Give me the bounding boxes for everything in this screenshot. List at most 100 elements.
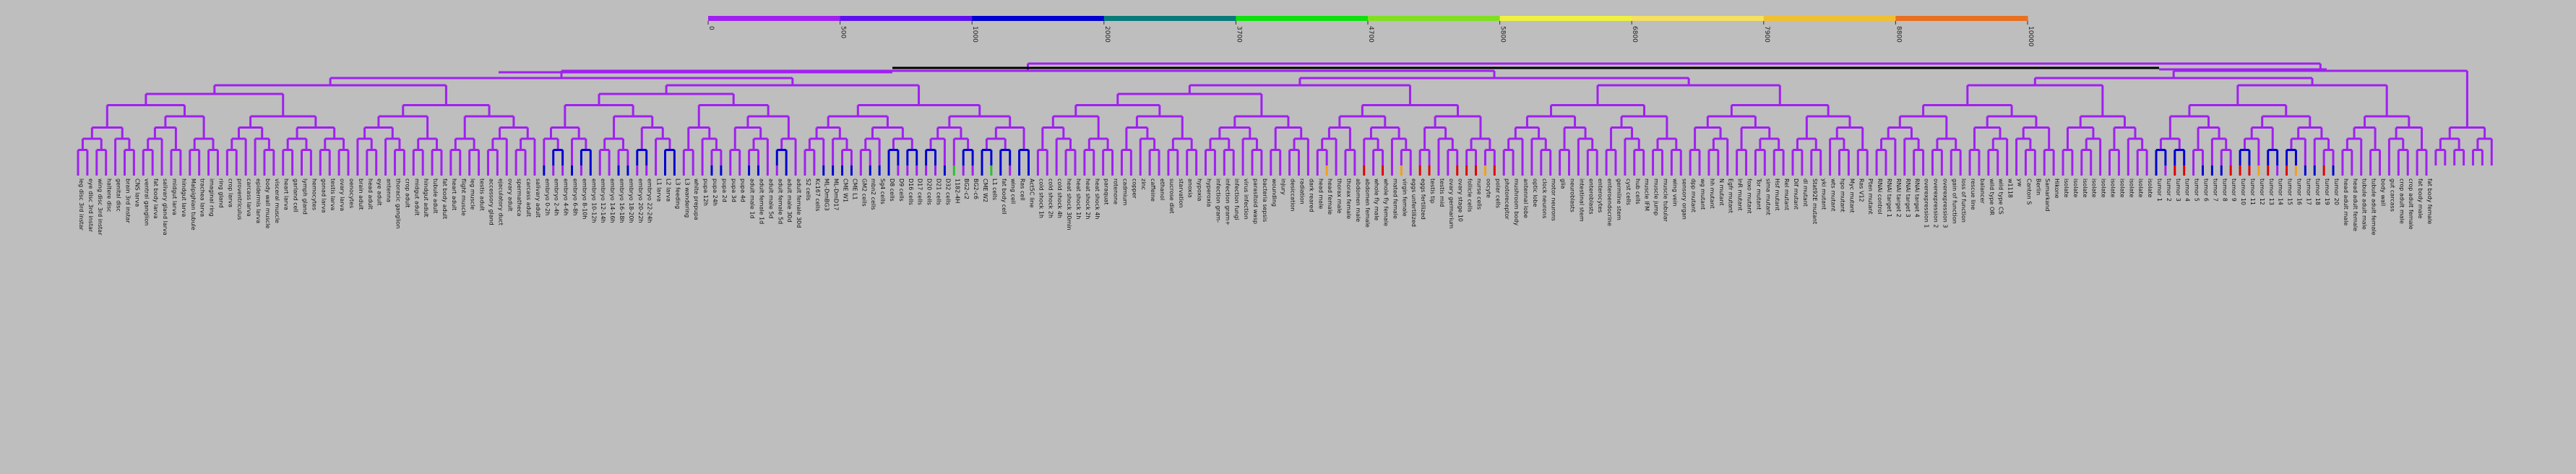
leaf-label-183: Rel mutant (1783, 178, 1790, 210)
legend-tick-label-8: 7900 (1763, 26, 1770, 43)
leaf-label-87: D8 cells (889, 178, 895, 202)
leaf-label-93: D32 cells (944, 178, 951, 205)
leaf-label-64: L3 feeding (674, 178, 681, 209)
leaf-label-223: tumor 1 (2156, 178, 2163, 202)
leaf-label-112: cadmium (1121, 178, 1128, 205)
leaf-labels: leg disc 3rd instar eye disc 3rd instar wi… (78, 178, 2433, 236)
color-scale-legend: 0 500 1000 2000 3700 4700 5800 6800 7900 8800 1000… (707, 16, 2034, 47)
legend-swatch-9 (1895, 16, 2028, 21)
leaf-label-186: Stat92E mutant (1812, 178, 1818, 224)
leaf-label-187: yki mutant (1821, 178, 1827, 210)
leaf-label-154: mushroom body (1513, 178, 1520, 225)
leaf-label-237: tumor 15 (2287, 178, 2293, 205)
leaf-label-130: desiccation (1290, 178, 1296, 211)
leaf-label-1: eye disc 3rd instar (87, 178, 94, 233)
leaf-label-88: D9 cells (898, 178, 905, 202)
leaf-label-63: L2 larva (665, 178, 672, 202)
leaf-label-235: tumor 13 (2268, 178, 2275, 205)
legend-tick-label-7: 6800 (1631, 26, 1638, 43)
legend-swatch-0 (708, 16, 841, 21)
leaf-label-102: Act5C line (1028, 178, 1035, 208)
leaf-label-117: sucrose diet (1168, 178, 1175, 214)
leaf-label-233: tumor 11 (2249, 178, 2256, 205)
leaf-label-61: embryo 22-24h (647, 178, 653, 223)
leaf-label-236: tumor 14 (2278, 178, 2284, 205)
leaf-label-148: ovary stage 10 (1457, 178, 1464, 222)
leaf-label-220: isolate (2128, 178, 2135, 198)
leaf-label-27: testis larva (329, 178, 336, 210)
leaf-label-248: gut carcass (2389, 178, 2395, 212)
leaf-label-100: wing cell (1010, 178, 1017, 204)
leaf-label-105: cold shock 4h (1056, 178, 1063, 218)
leaf-label-32: eye adult (376, 178, 383, 206)
leaf-label-156: optic lobe (1532, 178, 1538, 207)
leaf-label-101: Ras cell (1020, 178, 1026, 201)
leaf-label-232: tumor 10 (2240, 178, 2247, 205)
leaf-label-124: infection fungi (1233, 178, 1240, 220)
leaf-label-219: isolate (2119, 178, 2125, 198)
leaf-label-191: Ras V12 (1858, 178, 1864, 202)
leaf-label-178: InR mutant (1737, 178, 1744, 211)
leaf-label-231: tumor 9 (2231, 178, 2237, 202)
leaf-label-108: heat shock 2h (1085, 178, 1091, 219)
leaf-label-190: Myc mutant (1848, 178, 1855, 213)
leaf-label-13: trachea larva (199, 178, 206, 217)
leaf-label-170: muscle tubular (1662, 178, 1668, 223)
leaf-label-18: carcass larva (246, 178, 252, 217)
leaf-label-131: radiation (1298, 178, 1305, 204)
leaf-label-2: wing disc 3rd instar (97, 178, 103, 236)
leaf-label-59: embryo 18-20h (628, 178, 634, 223)
leaf-label-176: N mutant (1718, 178, 1725, 206)
leaf-label-158: motor neurons (1551, 178, 1557, 221)
leaf-label-196: RNAi target 3 (1905, 178, 1911, 217)
leaf-label-224: tumor 2 (2166, 178, 2172, 202)
legend-swatch-4 (1236, 16, 1369, 21)
leaf-label-133: head male (1317, 178, 1324, 209)
leaf-label-0: leg disc 3rd instar (78, 178, 85, 231)
leaf-label-179: foxo mutant (1746, 178, 1753, 214)
leaf-label-19: epidermis larva (255, 178, 262, 223)
leaf-label-76: adult male 30d (786, 178, 793, 223)
leaf-label-208: yw (2017, 178, 2023, 187)
leaf-label-194: RNAi target 1 (1886, 178, 1892, 217)
leaf-label-79: Kc167 cells (814, 178, 821, 211)
leaf-label-43: testis adult (479, 178, 486, 211)
leaf-label-31: head adult (367, 178, 374, 210)
legend-tick-label-2: 1000 (971, 26, 978, 43)
leaf-label-35: crop adult (404, 178, 410, 207)
leaf-label-48: carcass adult (525, 178, 532, 217)
leaf-label-30: brain adult (358, 178, 364, 210)
leaf-label-119: anoxia (1187, 178, 1194, 198)
leaf-label-9: salivary gland larva (162, 178, 168, 236)
leaf-label-175: hh mutant (1709, 178, 1715, 209)
leaf-label-73: adult female 1d (758, 178, 764, 224)
leaf-label-118: starvation (1178, 178, 1184, 207)
leaf-label-143: eggs unfertilized (1410, 178, 1417, 227)
leaf-label-55: embryo 10-12h (590, 178, 597, 223)
leaf-label-214: isolate (2072, 178, 2079, 198)
leaf-label-247: body wall (2380, 178, 2387, 206)
leaf-label-115: caffeine (1150, 178, 1156, 202)
leaf-label-206: wild type CS (1998, 178, 2004, 215)
leaf-label-23: garland cell (293, 178, 299, 212)
leaf-label-120: hypoxia (1197, 178, 1203, 201)
leaf-label-141: mated female (1392, 178, 1398, 219)
leaf-label-84: GM2 cells (861, 178, 867, 207)
leaf-label-41: flight muscle (460, 178, 467, 216)
legend-swatch-6 (1499, 16, 1632, 21)
legend-swatch-2 (972, 16, 1105, 21)
leaf-label-128: wounding (1271, 178, 1278, 207)
leaf-label-51: embryo 2-4h (553, 178, 560, 215)
leaf-label-45: ejaculatory duct (497, 178, 504, 225)
leaf-label-218: isolate (2110, 178, 2116, 198)
leaf-label-238: tumor 16 (2296, 178, 2302, 205)
leaf-label-91: D20 cells (926, 178, 933, 205)
leaf-label-166: cyst cells (1625, 178, 1632, 205)
leaf-label-182: Hsf mutant (1774, 178, 1780, 211)
leaf-label-62: L1 larva (656, 178, 663, 202)
leaf-label-200: overexpression 3 (1942, 178, 1948, 228)
legend-swatch-1 (840, 16, 973, 21)
leaf-label-135: thorax male (1336, 178, 1343, 213)
